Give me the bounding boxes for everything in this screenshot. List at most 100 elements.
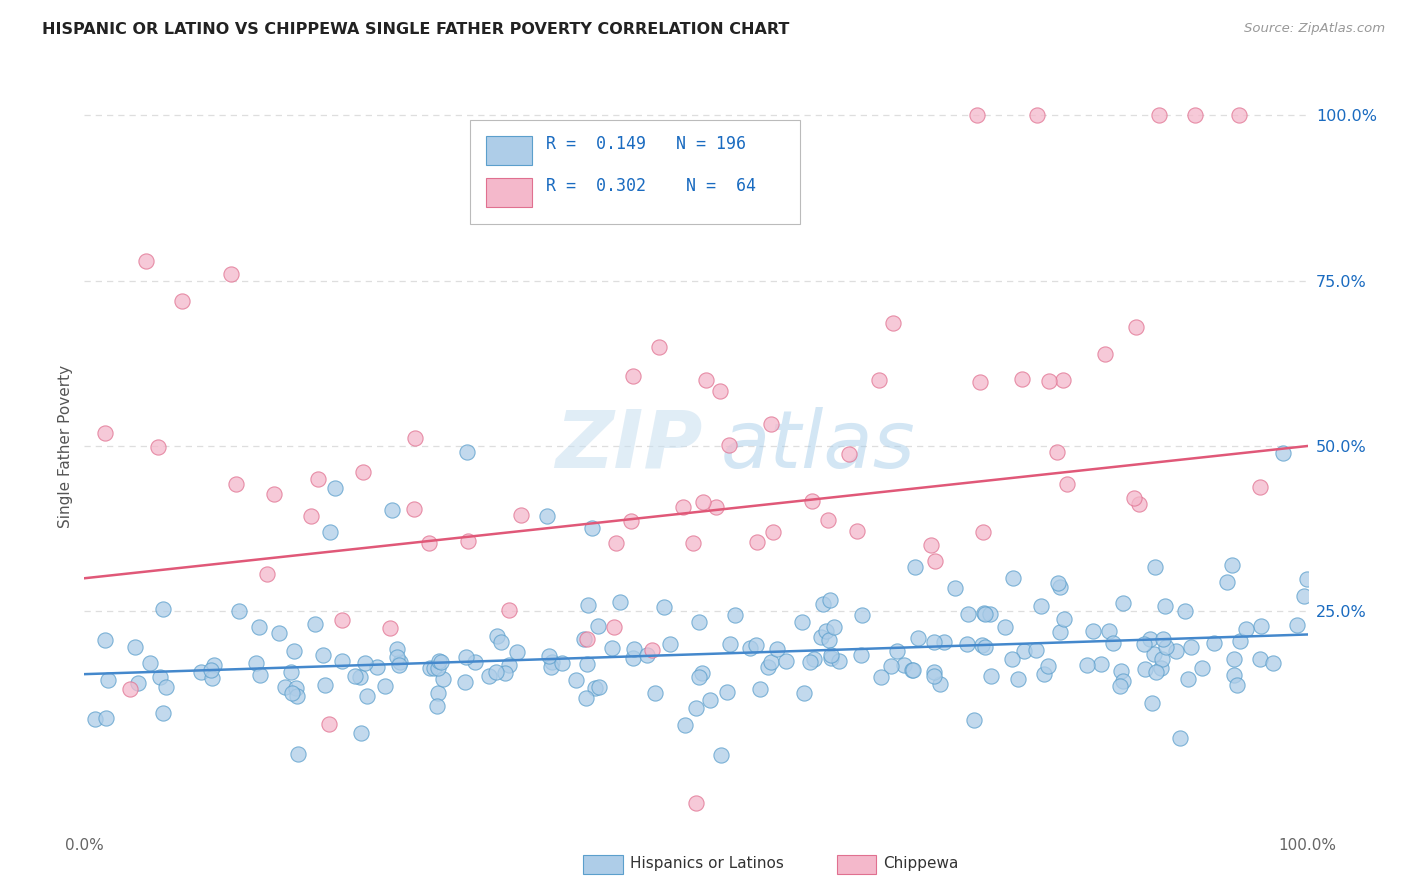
Point <box>1122 491 1144 505</box>
Point <box>920 539 942 553</box>
Point <box>849 648 872 662</box>
Point <box>966 108 988 122</box>
Point <box>648 340 671 354</box>
Point <box>695 373 717 387</box>
Point <box>800 494 823 508</box>
Text: Chippewa: Chippewa <box>883 856 959 871</box>
Text: R =  0.302    N =  64: R = 0.302 N = 64 <box>546 178 755 195</box>
Point <box>699 692 721 706</box>
Point <box>135 253 157 268</box>
Point <box>1222 652 1244 666</box>
Point <box>1097 624 1119 639</box>
Point <box>1234 622 1257 636</box>
Point <box>1144 560 1167 574</box>
Point <box>576 598 599 612</box>
Point <box>1140 696 1163 710</box>
Point <box>893 657 915 672</box>
Point <box>1033 666 1056 681</box>
Point <box>152 706 174 720</box>
Point <box>901 663 924 677</box>
Point <box>149 669 172 683</box>
Point <box>759 417 782 431</box>
Point <box>762 525 785 540</box>
Point <box>84 712 107 726</box>
Point <box>1150 661 1173 675</box>
Point <box>1220 558 1243 572</box>
Point <box>1112 673 1135 688</box>
Point <box>1226 678 1249 692</box>
Point <box>1164 644 1187 658</box>
Point <box>1296 572 1319 586</box>
Point <box>575 691 598 706</box>
Point <box>269 626 291 640</box>
Point <box>818 592 841 607</box>
Point <box>973 606 995 620</box>
Point <box>139 656 162 670</box>
Point <box>1046 444 1069 458</box>
Text: Source: ZipAtlas.com: Source: ZipAtlas.com <box>1244 22 1385 36</box>
Text: HISPANIC OR LATINO VS CHIPPEWA SINGLE FATHER POVERTY CORRELATION CHART: HISPANIC OR LATINO VS CHIPPEWA SINGLE FA… <box>42 22 790 37</box>
Point <box>688 670 710 684</box>
Point <box>1249 652 1271 666</box>
Point <box>93 633 115 648</box>
Point <box>498 658 520 673</box>
Point <box>200 663 222 677</box>
Text: Hispanics or Latinos: Hispanics or Latinos <box>630 856 783 871</box>
Point <box>388 658 411 673</box>
Point <box>1152 632 1174 647</box>
Point <box>430 655 453 669</box>
Point <box>228 604 250 618</box>
Point <box>1177 672 1199 686</box>
Point <box>124 640 146 654</box>
Point <box>745 638 768 652</box>
Point <box>716 684 738 698</box>
Point <box>349 726 371 740</box>
Point <box>621 651 644 665</box>
Point <box>1007 672 1029 686</box>
Point <box>820 650 842 665</box>
Point <box>1216 575 1239 590</box>
Point <box>152 602 174 616</box>
Point <box>882 316 904 330</box>
Point <box>247 620 270 634</box>
Point <box>1049 580 1071 594</box>
Point <box>581 521 603 535</box>
Point <box>349 670 371 684</box>
Point <box>682 536 704 550</box>
Point <box>641 643 664 657</box>
Point <box>928 677 950 691</box>
Point <box>352 465 374 479</box>
Point <box>574 632 596 647</box>
Point <box>880 658 903 673</box>
Point <box>1191 661 1213 675</box>
Point <box>600 640 623 655</box>
Point <box>426 699 449 714</box>
Point <box>1272 445 1295 459</box>
Point <box>427 654 450 668</box>
Point <box>540 659 562 673</box>
Point <box>120 681 142 696</box>
Point <box>1094 347 1116 361</box>
Point <box>1142 647 1164 661</box>
Point <box>766 642 789 657</box>
Point <box>478 669 501 683</box>
Point <box>1263 657 1285 671</box>
Point <box>1076 658 1098 673</box>
Point <box>494 666 516 681</box>
Point <box>685 701 707 715</box>
Point <box>575 632 598 646</box>
Point <box>1154 640 1177 655</box>
Point <box>922 665 945 679</box>
Point <box>1036 659 1059 673</box>
Point <box>818 632 841 647</box>
Point <box>704 500 727 515</box>
Point <box>972 638 994 652</box>
Point <box>537 648 560 663</box>
Point <box>1168 731 1191 745</box>
Point <box>1229 634 1251 648</box>
FancyBboxPatch shape <box>485 178 531 207</box>
FancyBboxPatch shape <box>485 136 531 165</box>
Point <box>974 607 997 622</box>
Point <box>1154 599 1177 614</box>
Point <box>969 375 991 389</box>
